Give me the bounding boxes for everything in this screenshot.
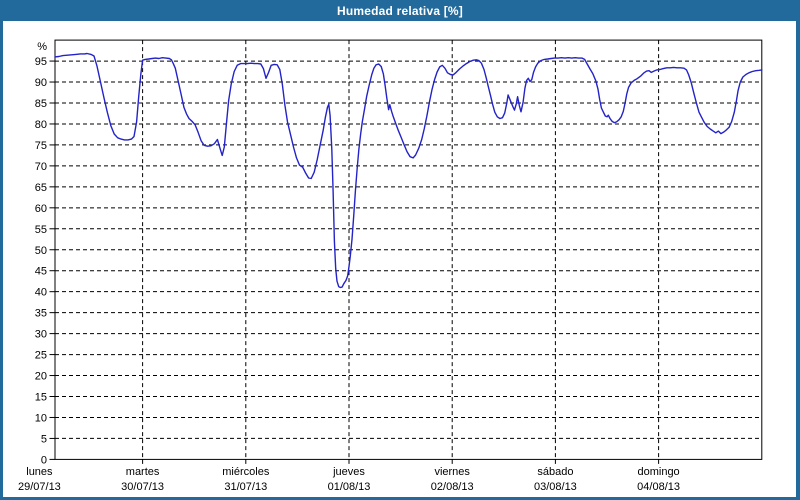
x-axis-day-name: lunes (26, 466, 53, 478)
x-axis-day-date: 29/07/13 (18, 481, 61, 493)
y-tick-label: 60 (35, 203, 47, 215)
plot-grid (55, 40, 762, 460)
x-axis-day-date: 01/08/13 (328, 481, 371, 493)
x-axis-day-date: 03/08/13 (534, 481, 577, 493)
x-axis-day-date: 04/08/13 (637, 481, 680, 493)
y-unit-label: % (37, 41, 47, 53)
y-tick-label: 30 (35, 329, 47, 341)
y-tick-label: 80 (35, 119, 47, 131)
humidity-line (54, 52, 763, 289)
y-tick-label: 25 (35, 350, 47, 362)
y-tick-label: 35 (35, 308, 47, 320)
y-tick-label: 65 (35, 182, 47, 194)
x-axis-day-date: 30/07/13 (121, 481, 164, 493)
y-tick-label: 10 (35, 412, 47, 424)
axis-labels: % 0 5 10 15 20 25 30 35 40 45 50 55 60 65 70 75 80 85 90 95 l… (18, 41, 680, 493)
y-tick-label: 70 (35, 161, 47, 173)
x-axis-day-date: 31/07/13 (224, 481, 267, 493)
x-axis-day-name: jueves (332, 466, 365, 478)
y-tick-label: 50 (35, 245, 47, 257)
y-tick-label: 15 (35, 392, 47, 404)
x-axis-day-date: 02/08/13 (431, 481, 474, 493)
y-tick-label: 95 (35, 56, 47, 68)
window-title: Humedad relativa [%] (336, 3, 464, 18)
y-tick-label: 20 (35, 371, 47, 383)
y-tick-label: 90 (35, 77, 47, 89)
x-axis-day-name: martes (126, 466, 160, 478)
y-tick-label: 55 (35, 224, 47, 236)
y-tick-label: 0 (41, 454, 47, 466)
x-axis-day-name: sábado (537, 466, 573, 478)
y-tick-label: 85 (35, 98, 47, 110)
x-axis-day-name: miércoles (222, 466, 270, 478)
x-axis-day-name: domingo (637, 466, 679, 478)
y-tick-label: 75 (35, 140, 47, 152)
plot-axes (49, 39, 763, 464)
y-tick-label: 45 (35, 266, 47, 278)
y-tick-label: 5 (41, 433, 47, 445)
y-tick-label: 40 (35, 287, 47, 299)
x-axis-day-name: viernes (434, 466, 470, 478)
